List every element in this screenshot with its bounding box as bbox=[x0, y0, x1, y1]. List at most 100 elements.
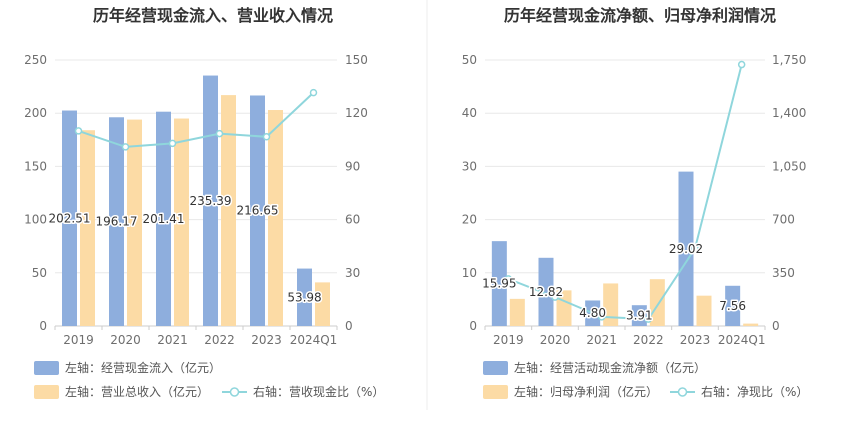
x-axis-tick-label: 2021 bbox=[586, 333, 617, 347]
data-label: 15.95 bbox=[482, 277, 516, 291]
line-point bbox=[597, 313, 606, 321]
right-axis-tick-label: 0 bbox=[345, 319, 353, 333]
bar-series1 bbox=[538, 257, 554, 326]
chart-panel-2: 历年经营现金流净额、归母净利润情况 0 10 20 30 40 50 0 350 700 1,050… bbox=[462, 6, 808, 399]
bar-series1 bbox=[725, 285, 741, 326]
bar-series2 bbox=[268, 110, 283, 327]
x-axis-tick-label: 2020 bbox=[540, 333, 571, 347]
bar-series2 bbox=[221, 95, 236, 326]
data-label: 3.91 bbox=[626, 309, 653, 323]
data-label: 202.51 bbox=[49, 211, 91, 225]
line-point bbox=[309, 88, 318, 97]
left-axis-tick-label: 10 bbox=[462, 266, 477, 280]
data-label: 53.98 bbox=[287, 290, 321, 304]
data-label: 29.02 bbox=[669, 242, 703, 256]
left-axis-tick-label: 0 bbox=[469, 319, 477, 333]
left-axis-tick-label: 100 bbox=[24, 213, 47, 227]
line-series bbox=[78, 91, 315, 148]
bar-series1 bbox=[156, 111, 171, 326]
x-axis-tick-label: 2023 bbox=[680, 333, 711, 347]
x-axis-tick-label: 2022 bbox=[204, 333, 235, 347]
left-axis-tick-label: 30 bbox=[462, 159, 477, 173]
bar-series2 bbox=[80, 130, 95, 326]
bar-series2 bbox=[743, 323, 759, 326]
legend-label-line: 右轴：营收现金比（%） bbox=[253, 384, 384, 399]
right-axis-tick-label: 150 bbox=[345, 53, 368, 67]
line-point bbox=[551, 293, 559, 301]
chart-title: 历年经营现金流净额、归母净利润情况 bbox=[504, 6, 776, 25]
line-point bbox=[262, 133, 271, 141]
legend-label-series2: 左轴：归母净利润（亿元） bbox=[514, 384, 658, 399]
data-label: 12.82 bbox=[529, 285, 563, 299]
legend-label-series1: 左轴：经营现金流入（亿元） bbox=[65, 360, 221, 375]
chart-title: 历年经营现金流入、营业收入情况 bbox=[93, 6, 333, 25]
legend-swatch-series2 bbox=[34, 385, 59, 399]
right-axis-tick-label: 0 bbox=[772, 319, 780, 333]
right-axis-tick-label: 30 bbox=[345, 266, 360, 280]
line-point bbox=[691, 244, 699, 253]
left-axis-tick-label: 0 bbox=[39, 319, 47, 333]
line-point bbox=[644, 315, 653, 323]
line-point bbox=[168, 139, 177, 148]
right-axis-tick-label: 120 bbox=[345, 106, 368, 120]
legend-swatch-series1 bbox=[34, 361, 59, 375]
right-axis-tick-label: 1,400 bbox=[772, 106, 806, 120]
bar-series2 bbox=[696, 295, 712, 326]
right-axis-tick-label: 90 bbox=[345, 159, 360, 173]
bar-series2 bbox=[603, 283, 619, 326]
x-axis-tick-label: 2019 bbox=[493, 333, 524, 347]
legend-swatch-line-marker bbox=[677, 387, 688, 397]
left-axis-tick-label: 200 bbox=[24, 106, 47, 120]
bar-series2 bbox=[509, 298, 525, 326]
right-axis-tick-label: 60 bbox=[345, 213, 360, 227]
right-axis-tick-label: 350 bbox=[772, 266, 795, 280]
x-axis-tick-label: 2023 bbox=[251, 333, 282, 347]
line-point bbox=[121, 143, 130, 151]
right-axis-tick-label: 1,050 bbox=[772, 159, 806, 173]
x-axis-tick-label: 2022 bbox=[633, 333, 664, 347]
left-axis-tick-label: 20 bbox=[462, 213, 477, 227]
line-point bbox=[737, 60, 746, 69]
legend-label-series2: 左轴：营业总收入（亿元） bbox=[65, 384, 209, 399]
bar-series1 bbox=[250, 95, 265, 326]
legend-swatch-series1 bbox=[483, 361, 508, 375]
bar-series1 bbox=[203, 75, 218, 326]
bar-series1 bbox=[297, 268, 312, 326]
bar-series1 bbox=[109, 117, 124, 327]
bar-series2 bbox=[127, 119, 142, 326]
x-axis-tick-label: 2024Q1 bbox=[718, 333, 766, 347]
data-label: 216.65 bbox=[237, 204, 279, 218]
data-label: 201.41 bbox=[143, 212, 185, 226]
chart-panel-1: 历年经营现金流入、营业收入情况 0 50 100 150 200 250 0 30 60 90 120… bbox=[24, 6, 384, 399]
legend-swatch-line-marker bbox=[229, 387, 240, 397]
legend-swatch-series2 bbox=[483, 385, 508, 399]
x-axis-tick-label: 2021 bbox=[157, 333, 188, 347]
line-point bbox=[504, 275, 513, 283]
bar-series1 bbox=[491, 241, 507, 326]
left-axis-tick-label: 250 bbox=[24, 53, 47, 67]
bar-series1 bbox=[62, 110, 77, 326]
left-axis-tick-label: 40 bbox=[462, 106, 477, 120]
line-series bbox=[507, 64, 743, 321]
data-label: 4.80 bbox=[579, 306, 606, 320]
bar-series2 bbox=[174, 118, 189, 327]
x-axis-tick-label: 2020 bbox=[110, 333, 141, 347]
legend-label-series1: 左轴：经营活动现金流净额（亿元） bbox=[514, 360, 706, 375]
data-label: 235.39 bbox=[190, 194, 232, 208]
line-point bbox=[74, 127, 83, 135]
right-axis-tick-label: 700 bbox=[772, 213, 795, 227]
bar-series2 bbox=[649, 279, 665, 326]
legend-label-line: 右轴：净现比（%） bbox=[701, 384, 808, 399]
bar-series1 bbox=[678, 171, 694, 326]
x-axis-tick-label: 2024Q1 bbox=[290, 333, 338, 347]
bar-series1 bbox=[631, 305, 647, 326]
data-label: 196.17 bbox=[96, 215, 138, 229]
right-axis-tick-label: 1,750 bbox=[772, 53, 806, 67]
line-point bbox=[215, 129, 224, 138]
x-axis-tick-label: 2019 bbox=[63, 333, 94, 347]
data-label: 7.56 bbox=[719, 299, 746, 313]
left-axis-tick-label: 50 bbox=[462, 53, 477, 67]
bar-series2 bbox=[315, 282, 330, 326]
left-axis-tick-label: 50 bbox=[32, 266, 47, 280]
